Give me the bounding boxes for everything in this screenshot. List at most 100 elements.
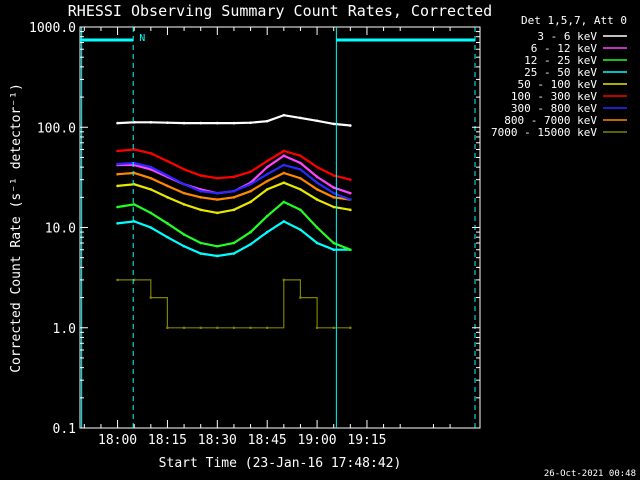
- legend-label: 300 - 800 keV: [511, 102, 597, 115]
- y-tick-label: 100.0: [37, 121, 76, 136]
- data-point: [199, 189, 202, 193]
- data-point: [299, 296, 302, 299]
- data-point: [282, 220, 286, 223]
- data-point: [216, 191, 219, 195]
- data-point: [299, 228, 302, 232]
- x-tick-label: 19:00: [298, 433, 337, 448]
- data-point: [199, 252, 202, 255]
- data-point: [349, 208, 352, 212]
- series-100-300-kev: [116, 148, 352, 181]
- data-point: [166, 159, 169, 163]
- data-point: [349, 326, 352, 330]
- data-point: [182, 326, 186, 330]
- data-point: [282, 278, 286, 282]
- data-point: [332, 191, 335, 195]
- y-tick-label: 1000.0: [29, 21, 76, 36]
- series-800-7000-kev: [116, 171, 352, 201]
- data-point: [149, 211, 153, 215]
- data-point: [199, 208, 202, 212]
- data-point: [299, 168, 302, 171]
- data-point: [182, 168, 186, 171]
- data-point: [199, 326, 202, 330]
- data-point: [216, 244, 219, 248]
- data-point: [332, 241, 335, 245]
- data-point: [299, 176, 302, 180]
- data-point: [199, 121, 202, 125]
- series-layer: [116, 113, 352, 330]
- data-point: [182, 233, 186, 236]
- data-point: [315, 181, 319, 184]
- data-point: [216, 176, 219, 180]
- series-50-100-kev: [116, 181, 352, 215]
- chart-title: RHESSI Observing Summary Count Rates, Co…: [68, 2, 492, 20]
- data-point: [166, 235, 169, 239]
- data-point: [315, 188, 319, 191]
- data-point: [265, 188, 269, 191]
- data-point: [315, 175, 319, 179]
- data-point: [282, 163, 286, 167]
- x-axis-label: Start Time (23-Jan-16 17:48:42): [159, 456, 402, 471]
- footer-timestamp: 26-Oct-2021 00:48: [544, 469, 636, 479]
- marker-label-n: N: [139, 33, 145, 44]
- y-axis-label: Corrected Count Rate (s⁻¹ detector⁻¹): [9, 83, 24, 373]
- data-point: [299, 161, 302, 165]
- data-point: [332, 196, 335, 199]
- series-25-50-kev: [116, 220, 352, 258]
- data-point: [315, 119, 319, 123]
- data-point: [265, 119, 269, 123]
- data-point: [216, 211, 219, 215]
- data-point: [265, 214, 269, 218]
- data-point: [232, 252, 236, 255]
- data-point: [182, 191, 186, 195]
- data-point: [315, 226, 319, 229]
- data-point: [332, 326, 335, 330]
- data-point: [132, 203, 136, 206]
- legend-title: Det 1,5,7, Att 0: [521, 14, 627, 27]
- data-point: [166, 121, 169, 125]
- data-point: [116, 184, 119, 188]
- data-point: [249, 182, 252, 186]
- legend-label: 3 - 6 keV: [537, 30, 597, 43]
- data-point: [166, 196, 169, 199]
- data-point: [282, 154, 286, 158]
- data-point: [216, 121, 219, 125]
- x-tick-label: 18:15: [148, 433, 187, 448]
- data-point: [299, 154, 302, 158]
- data-point: [315, 241, 319, 245]
- data-point: [249, 242, 252, 246]
- legend-label: 800 - 7000 keV: [504, 114, 597, 127]
- data-point: [265, 165, 269, 169]
- data-point: [182, 121, 186, 125]
- data-point: [315, 326, 319, 330]
- y-tick-label: 0.1: [53, 422, 76, 437]
- data-point: [315, 198, 319, 201]
- data-point: [116, 172, 119, 176]
- data-point: [116, 278, 119, 282]
- data-point: [349, 248, 352, 252]
- data-point: [199, 196, 202, 199]
- data-point: [282, 113, 286, 117]
- data-point: [182, 244, 186, 248]
- x-tick-label: 18:45: [248, 433, 287, 448]
- data-point: [265, 172, 269, 176]
- data-point: [149, 296, 153, 299]
- y-tick-label: 1.0: [53, 322, 76, 337]
- data-point: [315, 165, 319, 169]
- data-point: [166, 184, 169, 188]
- data-point: [149, 176, 153, 180]
- data-point: [249, 121, 252, 125]
- data-point: [116, 222, 119, 225]
- data-point: [116, 205, 119, 209]
- data-point: [149, 121, 153, 124]
- legend-label: 50 - 100 keV: [518, 78, 598, 91]
- data-point: [249, 170, 252, 174]
- data-point: [232, 189, 236, 193]
- data-point: [149, 168, 153, 171]
- legend-label: 12 - 25 keV: [524, 54, 597, 67]
- data-point: [232, 121, 236, 125]
- data-point: [232, 241, 236, 245]
- x-tick-label: 18:30: [198, 433, 237, 448]
- data-point: [149, 188, 153, 191]
